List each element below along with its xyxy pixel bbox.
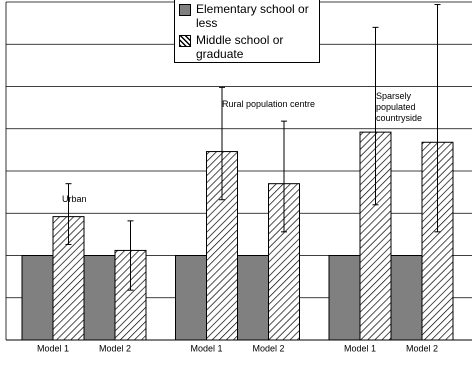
legend-item: Middle school or graduate xyxy=(179,33,311,61)
annotation: Rural population centre xyxy=(222,99,316,109)
x-tick-label: Model 1 xyxy=(344,343,376,353)
x-tick-label: Model 1 xyxy=(190,343,222,353)
legend-swatch xyxy=(179,35,191,47)
bar xyxy=(175,255,207,341)
bar xyxy=(328,255,361,341)
x-tick-label: Model 2 xyxy=(252,343,284,353)
bar xyxy=(237,255,269,341)
annotation: Urban xyxy=(62,194,87,204)
annotation: Sparsely populated countryside xyxy=(376,91,423,123)
x-tick-label: Model 2 xyxy=(406,343,438,353)
x-tick-label: Model 1 xyxy=(37,343,69,353)
legend-label: Middle school or graduate xyxy=(196,33,284,61)
legend: Elementary school or less Middle school o… xyxy=(174,0,320,63)
legend-item: Elementary school or less xyxy=(179,2,311,30)
legend-swatch xyxy=(179,4,191,16)
x-tick-label: Model 2 xyxy=(99,343,131,353)
legend-label: Elementary school or less xyxy=(196,2,309,30)
bar xyxy=(83,255,116,341)
bar xyxy=(21,255,54,341)
bar xyxy=(390,255,423,341)
